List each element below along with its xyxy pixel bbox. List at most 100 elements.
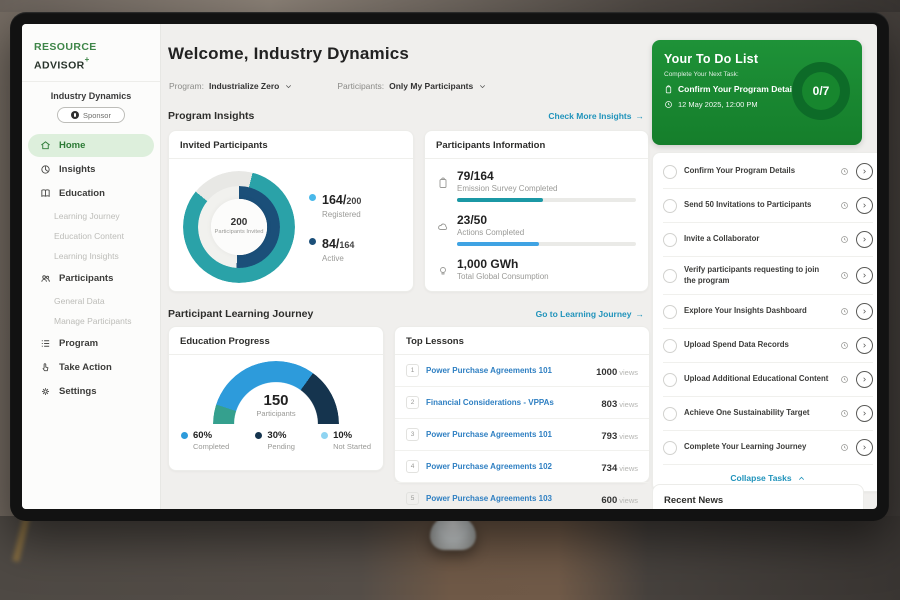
chevron-right-icon	[863, 343, 866, 348]
task-checkbox[interactable]	[663, 198, 677, 213]
collapse-tasks-link[interactable]: Collapse Tasks	[663, 465, 873, 485]
gauge-chart	[213, 361, 339, 424]
lesson-link[interactable]: Power Purchase Agreements 101	[426, 366, 552, 375]
gauge-center: 150 Participants	[169, 392, 383, 418]
collapse-label: Collapse Tasks	[730, 473, 792, 484]
stat-value: 79/164	[457, 169, 494, 183]
task-checkbox[interactable]	[663, 304, 677, 319]
lesson-row: 5 Power Purchase Agreements 103 600 views	[395, 483, 649, 509]
sponsor-label: Sponsor	[83, 110, 111, 120]
sidebar-item-education-content[interactable]: Education Content	[54, 231, 124, 242]
task-label[interactable]: Send 50 Invitations to Participants	[684, 200, 812, 210]
task-row: Complete Your Learning Journey	[663, 431, 873, 466]
task-label[interactable]: Upload Additional Educational Content	[684, 374, 829, 384]
chevron-right-icon	[863, 203, 866, 208]
brand-plus: +	[84, 55, 90, 64]
task-label[interactable]: Explore Your Insights Dashboard	[684, 306, 807, 316]
center-value: 200	[230, 217, 248, 229]
chevron-right-icon	[863, 237, 866, 242]
task-open-button[interactable]	[856, 405, 873, 423]
sidebar-nav: Home Insights Education Learning Journey…	[22, 131, 160, 403]
link-label: Check More Insights	[548, 111, 632, 121]
program-label: Program:	[169, 81, 204, 91]
task-checkbox[interactable]	[663, 372, 677, 387]
sidebar-item-learning-journey[interactable]: Learning Journey	[54, 211, 120, 222]
home-icon	[41, 141, 50, 150]
lesson-link[interactable]: Power Purchase Agreements 102	[426, 462, 552, 471]
learning-journey-header: Participant Learning Journey Go to Learn…	[168, 308, 644, 320]
sidebar-item-label: Settings	[59, 386, 97, 398]
task-checkbox[interactable]	[663, 406, 677, 421]
task-label[interactable]: Confirm Your Program Details	[684, 166, 796, 176]
gauge-value: 150	[263, 392, 289, 409]
task-label[interactable]: Achieve One Sustainability Target	[684, 408, 810, 418]
views-suffix: views	[619, 367, 638, 377]
sidebar-item-program[interactable]: Program	[28, 332, 154, 355]
sidebar-item-settings[interactable]: Settings	[28, 380, 154, 403]
task-open-button[interactable]	[856, 371, 873, 389]
task-label[interactable]: Verify participants requesting to join t…	[684, 265, 820, 285]
sidebar-item-manage-participants[interactable]: Manage Participants	[54, 316, 132, 327]
background-top-strip	[0, 0, 900, 12]
education-progress-card: Education Progress 150 Participants 60%	[168, 326, 384, 471]
lesson-rank: 3	[406, 428, 419, 441]
sidebar-item-participants[interactable]: Participants	[28, 267, 154, 290]
go-to-learning-journey-link[interactable]: Go to Learning Journey →	[536, 309, 644, 319]
invited-donut-chart: 200 Participants Invited 164/200 Registe	[169, 159, 413, 291]
legend-dot-completed	[181, 432, 188, 439]
legend-completed: 60% Completed	[181, 430, 229, 451]
task-checkbox[interactable]	[663, 232, 677, 247]
task-open-button[interactable]	[856, 231, 873, 248]
link-label: Go to Learning Journey	[535, 309, 632, 319]
lesson-views: 734	[601, 462, 618, 474]
sponsor-badge: Sponsor	[57, 107, 125, 124]
task-checkbox[interactable]	[663, 268, 677, 283]
sidebar-item-label: Home	[59, 140, 86, 152]
stat-label: Actions Completed	[457, 228, 525, 237]
program-dropdown[interactable]: Program: Industrialize Zero	[169, 81, 293, 91]
gauge-legend: 60% Completed 30% Pending 10%	[169, 418, 383, 451]
task-open-button[interactable]	[856, 337, 873, 355]
task-open-button[interactable]	[856, 197, 873, 214]
task-label[interactable]: Complete Your Learning Journey	[684, 442, 807, 452]
lightbulb-icon	[440, 267, 446, 275]
sidebar-item-learning-insights[interactable]: Learning Insights	[54, 251, 119, 262]
lesson-link[interactable]: Power Purchase Agreements 101	[426, 430, 552, 439]
cloud-icon	[438, 223, 448, 230]
task-open-button[interactable]	[856, 267, 873, 285]
clock-icon	[841, 168, 848, 175]
stat-value: 1,000 GWh	[457, 257, 519, 271]
task-label[interactable]: Upload Spend Data Records	[684, 340, 789, 350]
sidebar-item-education[interactable]: Education	[28, 182, 154, 205]
task-checkbox[interactable]	[663, 440, 677, 455]
task-row: Upload Additional Educational Content	[663, 363, 873, 398]
task-checkbox[interactable]	[663, 338, 677, 353]
task-open-button[interactable]	[856, 439, 873, 457]
participants-dropdown[interactable]: Participants: Only My Participants	[337, 81, 487, 91]
lesson-views: 793	[601, 430, 618, 442]
participants-info-body: 79/164 Emission Survey Completed 23/50 A…	[425, 159, 648, 302]
brand-secondary: ADVISOR	[34, 59, 85, 72]
lesson-link[interactable]: Financial Considerations - VPPAs	[426, 398, 554, 407]
lesson-row: 3 Power Purchase Agreements 101 793 views	[395, 419, 649, 451]
card-title: Education Progress	[169, 327, 383, 355]
sidebar-item-insights[interactable]: Insights	[28, 158, 154, 181]
todo-counter: 0/7	[812, 84, 830, 98]
sidebar-item-take-action[interactable]: Take Action	[28, 356, 154, 379]
task-label[interactable]: Invite a Collaborator	[684, 234, 760, 244]
list-icon	[41, 340, 50, 348]
lesson-link[interactable]: Power Purchase Agreements 103	[426, 494, 552, 503]
task-open-button[interactable]	[856, 163, 873, 180]
section-title: Program Insights	[168, 110, 255, 122]
task-open-button[interactable]	[856, 303, 873, 321]
lesson-views: 1000	[596, 366, 618, 378]
sidebar-item-label: Insights	[59, 164, 96, 176]
sidebar-item-home[interactable]: Home	[28, 134, 154, 158]
sidebar-item-general-data[interactable]: General Data	[54, 296, 105, 307]
legend-label: Not Started	[333, 442, 371, 451]
task-checkbox[interactable]	[663, 164, 677, 179]
clock-icon	[841, 376, 848, 383]
views-suffix: views	[619, 495, 638, 505]
check-more-insights-link[interactable]: Check More Insights →	[548, 111, 644, 121]
